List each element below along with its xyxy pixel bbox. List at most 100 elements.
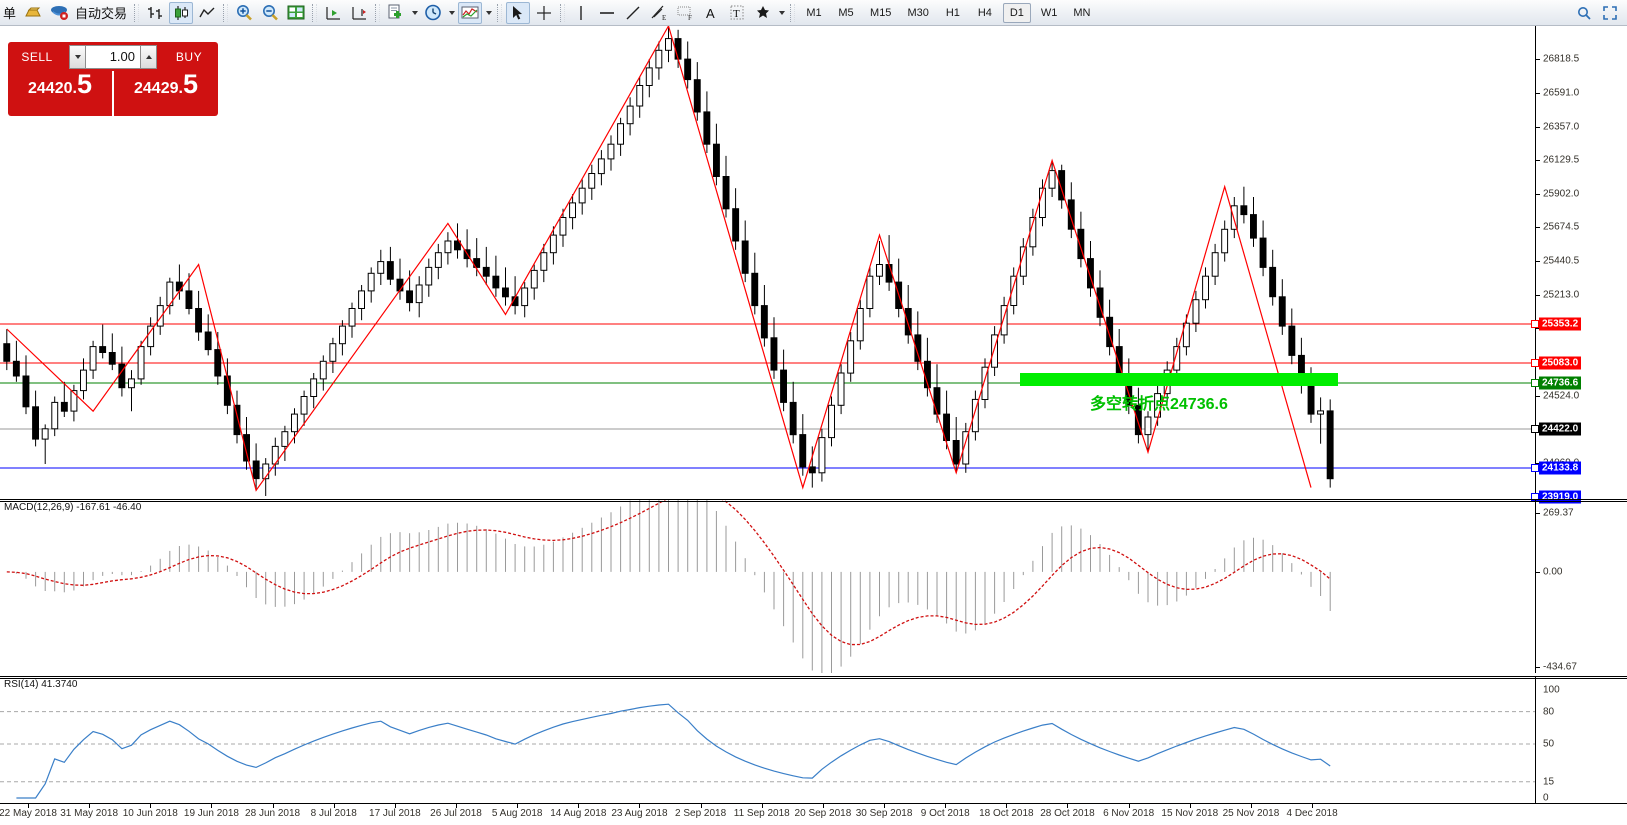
chart-area[interactable]: 26818.5 26591.0 26357.0 26129.5 25902.0 25674… — [0, 26, 1627, 825]
rsi-axis[interactable]: 100 80 50 15 0 — [1535, 676, 1627, 824]
buy-price[interactable]: 24429 . 5 — [112, 71, 218, 116]
cursor-icon[interactable] — [506, 1, 531, 24]
date-axis-tick — [1189, 804, 1191, 808]
date-axis-tick — [1250, 804, 1252, 808]
date-axis-label: 6 Nov 2018 — [1103, 808, 1155, 819]
horizontal-line-icon[interactable] — [595, 2, 619, 24]
tile-windows-icon[interactable] — [284, 2, 308, 24]
price-level-tag-support-2[interactable]: 23919.0 — [1539, 490, 1582, 504]
line-chart-icon[interactable] — [195, 2, 219, 24]
date-axis-tick — [1006, 804, 1008, 808]
auto-trading-icon[interactable] — [47, 2, 71, 24]
rsi-chart-canvas[interactable] — [0, 676, 1535, 802]
macd-axis[interactable]: 269.37 0.00 -434.67 — [1535, 499, 1627, 673]
toolbar-separator — [312, 3, 318, 22]
price-chart-canvas[interactable] — [0, 26, 1535, 496]
text-box-icon[interactable]: T — [725, 2, 749, 24]
price-level-handle-support-1[interactable] — [1531, 464, 1539, 472]
main-toolbar: 单 自动交易 — [0, 0, 1627, 26]
chart-shift-icon[interactable] — [321, 2, 345, 24]
macd-pane[interactable]: MACD(12,26,9) -167.61 -46.40 269.37 0.00 -… — [0, 499, 1627, 673]
timeframe-mn[interactable]: MN — [1073, 6, 1091, 19]
price-level-tag-pivot-green[interactable]: 24736.6 — [1539, 376, 1582, 390]
bar-chart-icon[interactable] — [143, 2, 167, 24]
price-level-tag-resistance-2[interactable]: 25083.0 — [1539, 356, 1582, 370]
trade-panel-prices-row: 24420 . 5 24429 . 5 — [8, 71, 218, 116]
price-level-handle-resistance-2[interactable] — [1531, 359, 1539, 367]
date-axis-tick — [1067, 804, 1069, 808]
chart-annotation-text[interactable]: 多空转折点24736.6 — [1090, 396, 1228, 413]
trendline-icon[interactable] — [621, 2, 645, 24]
date-axis-label: 10 Jun 2018 — [122, 808, 178, 819]
search-icon[interactable] — [1572, 2, 1596, 24]
timeframe-m30[interactable]: M30 — [907, 6, 929, 19]
date-axis-tick — [394, 804, 396, 808]
date-axis-label: 26 Jul 2018 — [430, 808, 482, 819]
shapes-dropdown-icon[interactable] — [776, 3, 787, 23]
history-clock-icon[interactable] — [421, 2, 445, 24]
rsi-axis-label: 15 — [1543, 776, 1555, 788]
macd-chart-canvas[interactable] — [0, 499, 1535, 673]
timeframe-m5[interactable]: M5 — [838, 6, 854, 19]
price-level-handle-resistance-1[interactable] — [1531, 320, 1539, 328]
new-order-dropdown-icon[interactable] — [409, 3, 420, 23]
macd-axis-label: -434.67 — [1543, 661, 1577, 673]
crosshair-icon[interactable] — [532, 2, 556, 24]
toolbar-separator — [497, 3, 503, 22]
price-axis-label: 26357.0 — [1543, 121, 1580, 133]
date-axis-label: 18 Oct 2018 — [979, 808, 1034, 819]
zoom-in-icon[interactable] — [232, 2, 256, 24]
buy-button[interactable]: BUY — [160, 42, 218, 71]
price-level-handle-pivot-green[interactable] — [1531, 379, 1539, 387]
volume-increase-icon[interactable] — [140, 44, 157, 69]
date-axis[interactable]: 22 May 2018 31 May 2018 10 Jun 2018 19 Jun … — [0, 803, 1627, 825]
auto-trading-label[interactable]: 自动交易 — [75, 6, 128, 21]
toolbar-separator — [560, 3, 566, 22]
macd-axis-tick — [1536, 513, 1540, 514]
svg-text:A: A — [706, 6, 715, 21]
timeframe-m1[interactable]: M1 — [806, 6, 822, 19]
price-level-tag-resistance-1[interactable]: 25353.2 — [1539, 317, 1582, 331]
sell-button[interactable]: SELL — [8, 42, 66, 71]
date-axis-tick — [578, 804, 580, 808]
expand-icon[interactable] — [1598, 2, 1622, 24]
price-axis[interactable]: 26818.5 26591.0 26357.0 26129.5 25902.0 25674… — [1531, 26, 1627, 504]
zoom-out-icon[interactable] — [258, 2, 282, 24]
price-pane[interactable]: 26818.5 26591.0 26357.0 26129.5 25902.0 25674… — [0, 26, 1627, 504]
timeframe-m15[interactable]: M15 — [870, 6, 892, 19]
date-axis-tick — [456, 804, 458, 808]
indicators-dropdown-icon[interactable] — [483, 3, 494, 23]
date-axis-label: 30 Sep 2018 — [855, 808, 913, 819]
auto-scroll-icon[interactable] — [347, 2, 371, 24]
channel-icon[interactable]: F — [673, 2, 697, 24]
shapes-icon[interactable] — [751, 2, 775, 24]
history-dropdown-icon[interactable] — [446, 3, 457, 23]
fibonacci-icon[interactable]: E — [647, 2, 671, 24]
date-axis-tick — [89, 804, 91, 808]
sell-price[interactable]: 24420 . 5 — [8, 71, 112, 116]
date-axis-tick — [1312, 804, 1314, 808]
date-axis-label: 14 Aug 2018 — [550, 808, 607, 819]
rsi-axis-label: 80 — [1543, 706, 1555, 718]
gold-bar-icon[interactable] — [21, 2, 45, 24]
timeframe-w1[interactable]: W1 — [1040, 6, 1058, 19]
indicators-icon[interactable] — [458, 1, 483, 24]
candlestick-icon[interactable] — [169, 1, 194, 24]
volume-input[interactable]: 1.00 — [86, 44, 140, 69]
timeframe-d1[interactable]: D1 — [1002, 2, 1031, 23]
date-axis-label: 9 Oct 2018 — [920, 808, 970, 819]
volume-decrease-icon[interactable] — [69, 44, 86, 69]
timeframe-h4[interactable]: H4 — [977, 6, 992, 19]
vertical-line-icon[interactable] — [569, 2, 593, 24]
price-level-tag-support-1[interactable]: 24133.8 — [1539, 461, 1582, 475]
price-axis-tick — [1536, 160, 1540, 162]
price-axis-label: 25440.5 — [1543, 255, 1580, 267]
price-level-tag-current-bid[interactable]: 24422.0 — [1539, 422, 1582, 436]
text-label-icon[interactable]: A — [699, 2, 723, 24]
date-axis-tick — [822, 804, 824, 808]
timeframe-h1[interactable]: H1 — [945, 6, 960, 19]
volume-stepper[interactable]: 1.00 — [66, 42, 160, 71]
new-order-icon[interactable] — [384, 2, 408, 24]
price-level-handle-current-bid[interactable] — [1531, 425, 1539, 433]
rsi-pane[interactable]: RSI(14) 41.3740 100 80 50 15 0 — [0, 676, 1627, 824]
